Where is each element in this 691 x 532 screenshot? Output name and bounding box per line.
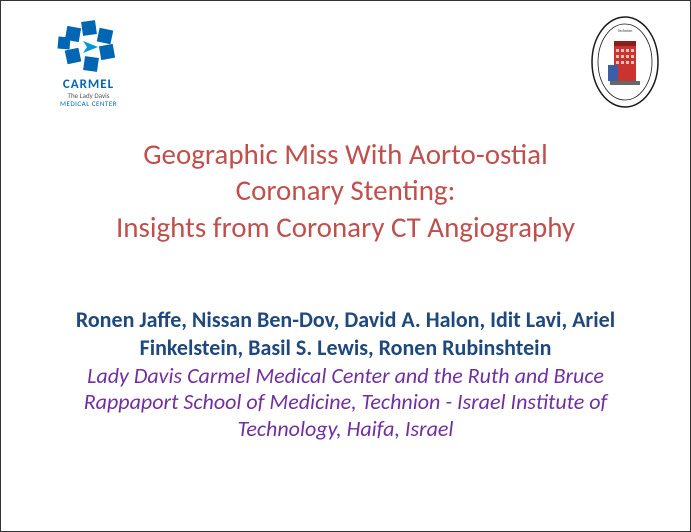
affiliation-text: Lady Davis Carmel Medical Center and the… [46, 363, 645, 442]
technion-logo: Technion [590, 15, 660, 110]
title-line-2: Coronary Stenting: [31, 172, 660, 208]
carmel-logo: CARMEL The Lady Davis MEDICAL CENTER [41, 19, 136, 108]
authors-list: Ronen Jaffe, Nissan Ben-Dov, David A. Ha… [46, 306, 645, 361]
carmel-logo-icon [56, 19, 121, 74]
title-line-1: Geographic Miss With Aorto-ostial [31, 136, 660, 172]
carmel-name: CARMEL [41, 77, 136, 92]
carmel-sub2: MEDICAL CENTER [41, 99, 136, 108]
carmel-logo-text: CARMEL The Lady Davis MEDICAL CENTER [41, 77, 136, 108]
authors-block: Ronen Jaffe, Nissan Ben-Dov, David A. Ha… [1, 306, 690, 442]
title-block: Geographic Miss With Aorto-ostial Corona… [1, 136, 690, 245]
title-line-3: Insights from Coronary CT Angiography [31, 209, 660, 245]
svg-text:Technion: Technion [618, 29, 633, 34]
